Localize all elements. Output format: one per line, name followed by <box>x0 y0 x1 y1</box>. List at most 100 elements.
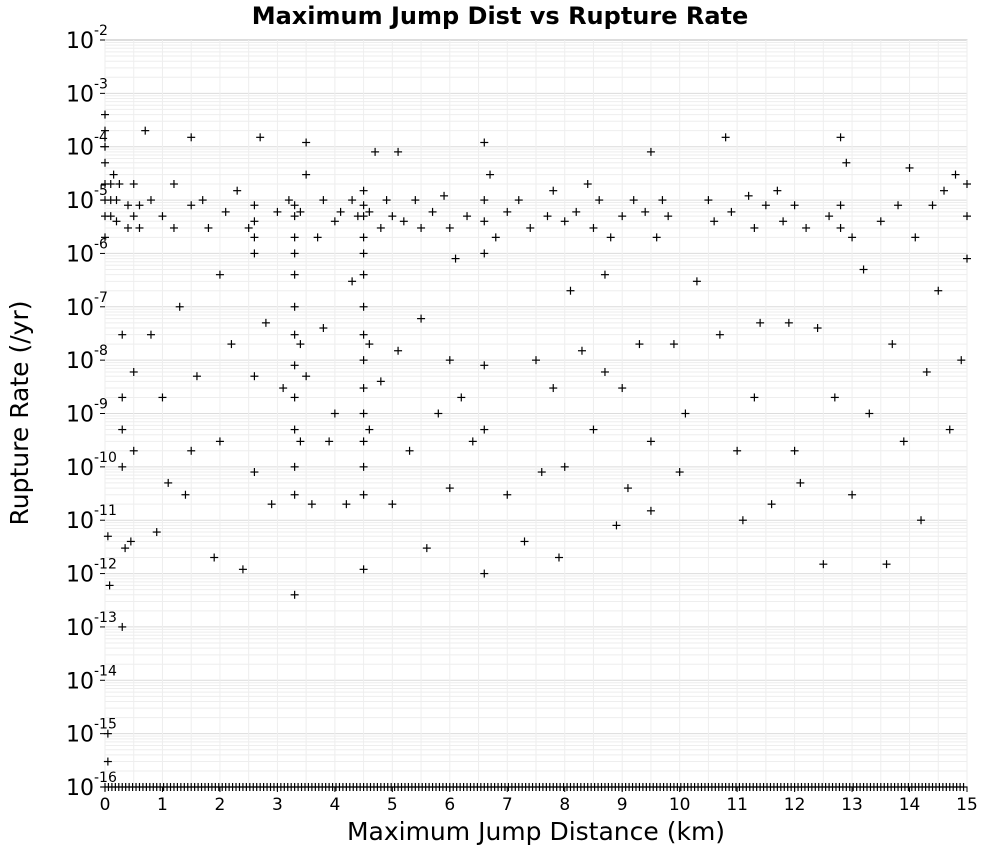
data-point <box>618 212 627 221</box>
x-tick-label: 4 <box>329 795 340 815</box>
data-point <box>865 409 874 418</box>
y-tick-label: 10-6 <box>66 236 108 267</box>
data-point <box>290 462 299 471</box>
data-point <box>106 212 115 221</box>
data-point <box>859 265 868 274</box>
data-point <box>911 233 920 242</box>
data-point <box>761 201 770 210</box>
y-tick-exponent: -4 <box>94 130 108 146</box>
data-point <box>549 384 558 393</box>
y-tick-label: 10-16 <box>66 770 117 801</box>
data-point <box>359 249 368 258</box>
data-point <box>600 270 609 279</box>
data-point <box>126 537 135 546</box>
data-point <box>394 147 403 156</box>
data-point <box>428 207 437 216</box>
x-tick-label: 10 <box>669 795 691 815</box>
data-point <box>750 223 759 232</box>
x-tick-label: 13 <box>841 795 863 815</box>
data-point <box>376 223 385 232</box>
x-tick-label: 14 <box>899 795 921 815</box>
data-point <box>121 544 130 553</box>
data-point <box>359 212 368 221</box>
data-point <box>109 170 118 179</box>
data-point <box>290 270 299 279</box>
data-point <box>928 201 937 210</box>
data-point <box>721 133 730 142</box>
data-point <box>422 544 431 553</box>
x-axis-ticks: 0 1 2 3 4 5 6 7 8 9 10 11 12 13 14 15 <box>100 787 978 815</box>
y-tick-exponent: -7 <box>94 290 108 306</box>
data-point <box>187 133 196 142</box>
data-point <box>882 560 891 569</box>
data-point <box>733 446 742 455</box>
data-point <box>629 196 638 205</box>
data-point <box>250 372 259 381</box>
y-tick-exponent: -3 <box>94 76 108 92</box>
data-point <box>554 553 563 562</box>
data-point <box>623 484 632 493</box>
data-point <box>359 437 368 446</box>
data-point <box>784 318 793 327</box>
data-point <box>589 425 598 434</box>
data-point <box>491 233 500 242</box>
data-point <box>250 217 259 226</box>
y-tick-label: 10-7 <box>66 290 108 321</box>
data-point <box>905 163 914 172</box>
data-point <box>480 569 489 578</box>
data-point <box>796 478 805 487</box>
data-point <box>405 446 414 455</box>
data-point <box>146 196 155 205</box>
data-point <box>773 186 782 195</box>
data-point <box>940 186 949 195</box>
data-point <box>365 425 374 434</box>
data-point <box>486 170 495 179</box>
data-point <box>963 212 971 221</box>
data-point <box>514 196 523 205</box>
data-point <box>445 223 454 232</box>
x-tick-label: 15 <box>956 795 978 815</box>
data-point <box>238 565 247 574</box>
data-point <box>480 361 489 370</box>
data-point <box>503 490 512 499</box>
data-point <box>480 196 489 205</box>
data-point <box>284 196 293 205</box>
data-point <box>296 437 305 446</box>
data-point <box>250 249 259 258</box>
y-tick-exponent: -8 <box>94 343 108 359</box>
data-point <box>175 302 184 311</box>
data-point <box>279 384 288 393</box>
data-point <box>589 223 598 232</box>
data-point <box>250 201 259 210</box>
data-point <box>664 212 673 221</box>
data-point <box>112 196 121 205</box>
data-point <box>250 468 259 477</box>
data-point <box>296 207 305 216</box>
data-point <box>744 191 753 200</box>
data-point <box>520 537 529 546</box>
data-point <box>583 180 592 189</box>
data-point <box>261 318 270 327</box>
data-point <box>945 425 954 434</box>
y-axis-ticks: 10-210-310-410-510-610-710-810-910-1010-… <box>66 23 117 801</box>
data-point <box>543 212 552 221</box>
y-tick-label: 10-8 <box>66 343 108 374</box>
y-tick-label: 10-9 <box>66 397 108 428</box>
data-point <box>302 170 311 179</box>
data-point <box>359 186 368 195</box>
data-point <box>577 346 586 355</box>
data-point <box>480 249 489 258</box>
data-point <box>635 340 644 349</box>
data-point <box>221 207 230 216</box>
data-point <box>302 138 311 147</box>
data-point <box>727 207 736 216</box>
data-point <box>118 425 127 434</box>
grid-lines <box>104 40 968 788</box>
data-point <box>963 180 971 189</box>
data-point <box>158 212 167 221</box>
data-point <box>290 425 299 434</box>
data-point <box>215 270 224 279</box>
data-point <box>549 186 558 195</box>
data-point <box>779 217 788 226</box>
